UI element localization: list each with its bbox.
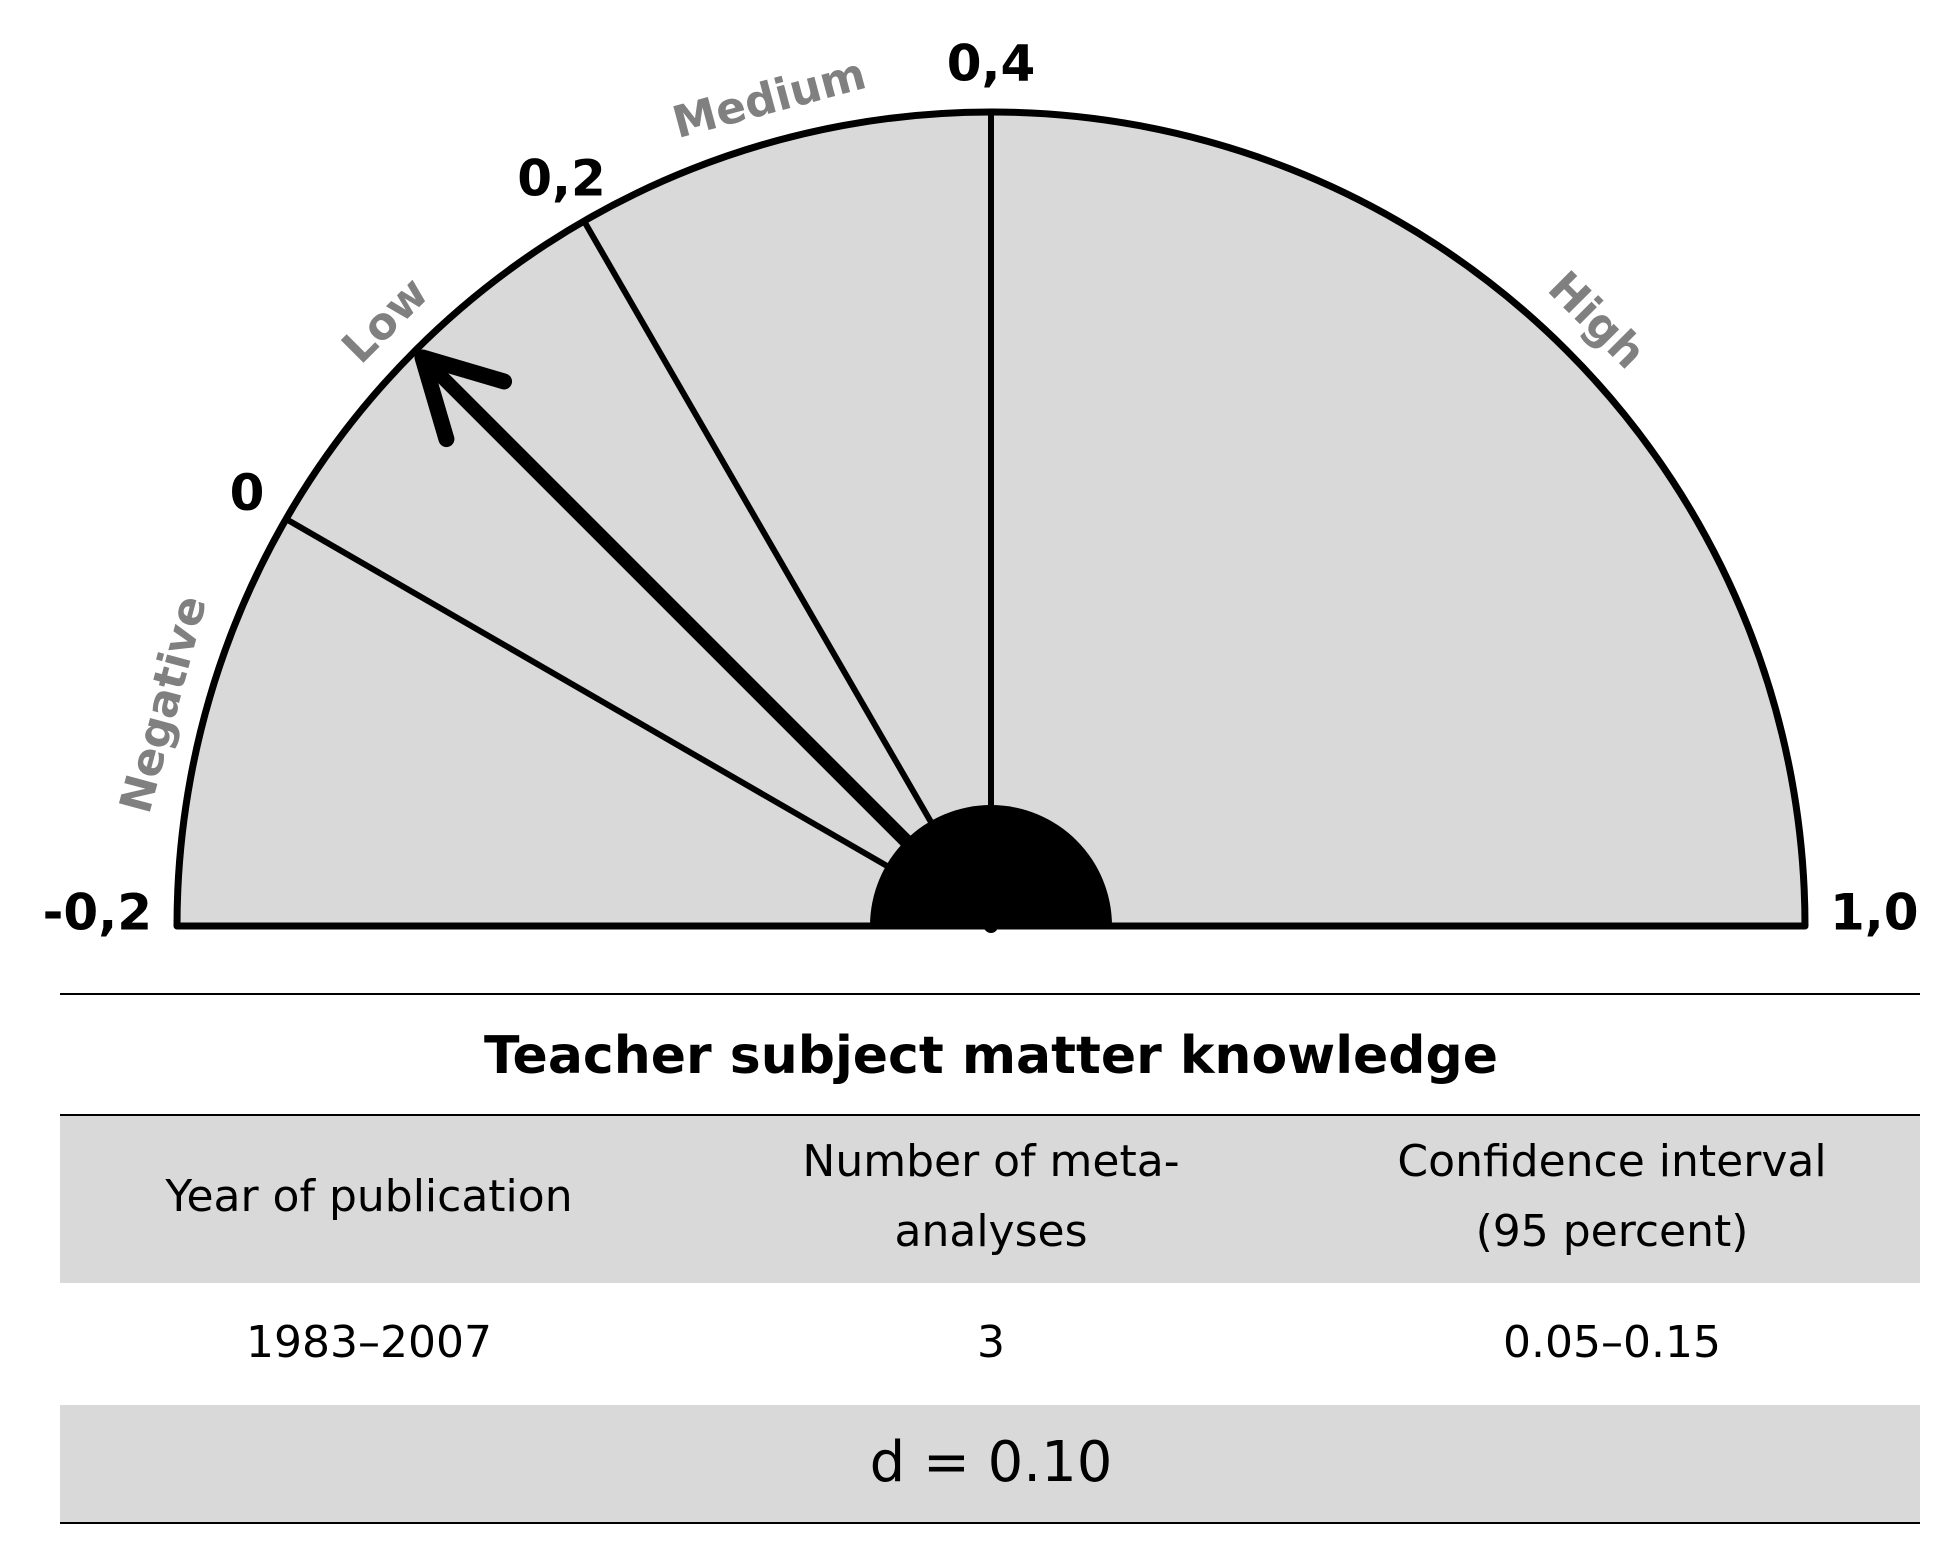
zone-boundary [284,516,993,929]
tick-label: 0,2 [517,150,606,208]
header-cell: Confidence interval [1397,1136,1826,1187]
cell: 3 [977,1317,1005,1368]
hub [870,805,1112,926]
title: Teacher subject matter knowledge [484,1026,1498,1086]
cell: 1983–2007 [246,1317,492,1368]
header-band [60,1115,1920,1283]
needle [415,350,998,933]
tick-label: 1,0 [1830,884,1919,942]
tick-label: -0,2 [43,884,152,942]
zone-boundary [581,219,994,928]
header-cell: Year of publication [164,1171,572,1222]
tick-label: 0,4 [947,35,1036,93]
header-cell: (95 percent) [1476,1206,1749,1257]
header-cell: analyses [895,1206,1088,1257]
effect-size: d = 0.10 [870,1430,1113,1495]
table: Year of publication Number of meta-analys… [164,1136,1826,1495]
tick-label: 0 [230,464,265,522]
cell: 0.05–0.15 [1503,1317,1721,1368]
header-cell: Number of meta- [802,1136,1179,1187]
effect-band [60,1405,1920,1523]
needle-head [414,349,513,448]
